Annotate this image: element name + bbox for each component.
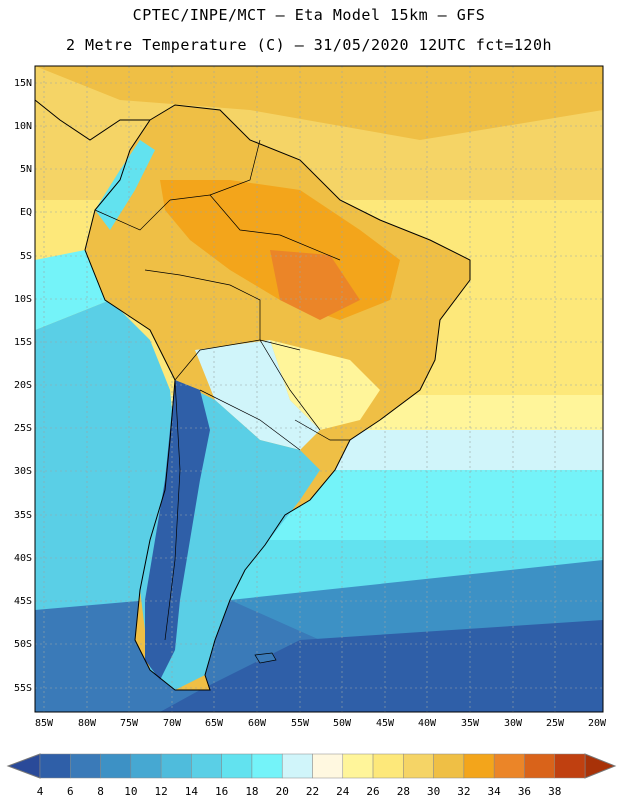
central-brazil-warm (270, 250, 360, 320)
lat-label: 25S (14, 423, 32, 434)
colorbar-swatch (130, 753, 162, 779)
colorbar-label: 4 (37, 785, 44, 798)
map-title-line1: CPTEC/INPE/MCT – Eta Model 15km – GFS (132, 6, 486, 24)
colorbar-label: 6 (67, 785, 74, 798)
lon-label: 40W (418, 718, 437, 729)
lon-label: 25W (546, 718, 565, 729)
colorbar-label: 24 (336, 785, 350, 798)
south-atlantic-cold (230, 560, 603, 640)
colorbar-label: 26 (366, 785, 379, 798)
lon-label: 75W (120, 718, 139, 729)
colorbar-swatch (312, 753, 344, 779)
lat-label: 10S (14, 294, 32, 305)
colorbar-swatch (433, 753, 465, 779)
colorbar-left-arrow (6, 753, 41, 779)
map-fields (35, 66, 603, 712)
colorbar-right-arrow (584, 753, 617, 779)
lat-label: 15N (14, 78, 32, 89)
colorbar-swatch (70, 753, 101, 779)
lat-label: 30S (14, 466, 32, 477)
falkland-islands (254, 652, 277, 664)
lat-label: 55S (14, 683, 32, 694)
lat-label: 5S (20, 251, 32, 262)
lat-label: 40S (14, 553, 32, 564)
northern-andes-cool (95, 140, 155, 230)
colorbar-label: 20 (276, 785, 289, 798)
lon-label: 30W (504, 718, 523, 729)
lat-label: 45S (14, 596, 32, 607)
lat-label: 10N (14, 121, 32, 132)
lat-label: EQ (20, 207, 32, 218)
lon-label: 85W (35, 718, 54, 729)
colorbar-label: 14 (185, 785, 199, 798)
colorbar-label: 18 (245, 785, 258, 798)
colorbar-swatch (39, 753, 71, 779)
colorbar-label: 34 (488, 785, 502, 798)
lon-label: 35W (461, 718, 480, 729)
colorbar-label: 16 (215, 785, 228, 798)
lat-label: 5N (20, 164, 32, 175)
lat-label: 35S (14, 510, 32, 521)
colorbar-label: 38 (548, 785, 561, 798)
colorbar-label: 10 (124, 785, 137, 798)
colorbar-swatch (554, 753, 586, 779)
colorbar-swatch (251, 753, 283, 779)
lon-label: 60W (248, 718, 267, 729)
colorbar-label: 30 (427, 785, 440, 798)
colorbar-label: 22 (306, 785, 319, 798)
colorbar-swatch (372, 753, 404, 779)
colorbar-swatch (403, 753, 434, 779)
colorbar-swatch (342, 753, 374, 779)
pacific-mild-region (35, 250, 110, 330)
lat-label: 50S (14, 639, 32, 650)
caribbean-warm (35, 66, 603, 140)
lon-label: 20W (588, 718, 607, 729)
colorbar-swatch (524, 753, 555, 779)
longitude-labels: 85W 80W 75W 70W 65W 60W 55W 50W 45W 40W … (35, 718, 607, 729)
map-title-line2: 2 Metre Temperature (C) – 31/05/2020 12U… (65, 36, 553, 54)
coastline-central-america (35, 99, 150, 141)
pacific-cool-region (35, 300, 175, 610)
lat-label: 20S (14, 380, 32, 391)
colorbar-swatch (221, 753, 253, 779)
colorbar-label: 32 (457, 785, 470, 798)
colorbar-label: 12 (154, 785, 167, 798)
colorbar-swatch (463, 753, 495, 779)
colorbar-label: 36 (518, 785, 531, 798)
colorbar-swatch (281, 753, 313, 779)
lon-label: 80W (78, 718, 97, 729)
lat-label: 15S (14, 337, 32, 348)
latitude-labels: 15N 10N 5N EQ 5S 10S 15S 20S 25S 30S 35S… (14, 78, 32, 694)
country-borders (94, 139, 350, 641)
andes-cold-region (145, 380, 210, 680)
lon-label: 70W (163, 718, 182, 729)
colorbar-label: 8 (97, 785, 104, 798)
coastline-south-america (84, 104, 471, 691)
lon-label: 65W (205, 718, 224, 729)
colorbar-label: 28 (397, 785, 410, 798)
colorbar: 4 6 8 10 12 14 16 18 20 22 24 26 28 30 32 34 36 38 (6, 753, 617, 798)
colorbar-swatch (100, 753, 132, 779)
colorbar-swatch (160, 753, 192, 779)
paraguay-cool (195, 340, 320, 450)
lon-label: 45W (376, 718, 395, 729)
colorbar-swatch (191, 753, 222, 779)
map-frame (34, 65, 604, 713)
lon-label: 55W (291, 718, 310, 729)
southern-ocean (160, 620, 603, 712)
lon-label: 50W (333, 718, 352, 729)
colorbar-swatch (493, 753, 525, 779)
